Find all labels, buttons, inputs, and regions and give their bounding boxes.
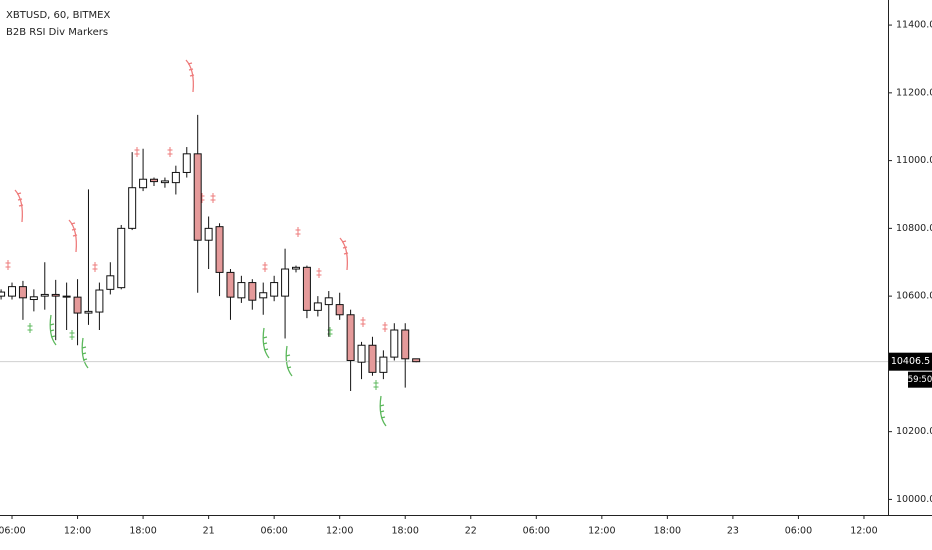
candle-body [182,153,191,173]
y-tick-label: 10200.0 [896,426,932,437]
dagger [210,193,216,203]
x-tick-label: 18:00 [654,526,681,537]
x-tick-label: 21 [203,526,215,537]
x-tick-label: 12:00 [588,526,615,537]
x-tick-label: 12:00 [326,526,353,537]
dagger [316,268,322,278]
signal-markers [14,59,387,427]
candle-body [390,329,399,358]
x-tick-label: 23 [727,526,739,537]
y-tick-label: 10800.0 [896,223,932,234]
candle-body [95,289,104,313]
dagger [27,323,33,333]
x-tick-label: 06:00 [260,526,287,537]
x-tick-label: 06:00 [0,526,26,537]
candle-body [8,286,17,297]
dagger [5,260,11,270]
candle-body [292,266,300,270]
x-tick-label: 18:00 [129,526,156,537]
candle-body [139,178,148,189]
candle-body [248,282,257,301]
candle-body [40,293,49,297]
candle-body [368,344,377,373]
dagger [92,262,98,272]
dagger [382,322,388,332]
candle-body [29,296,38,301]
candle-body [18,286,27,299]
x-tick-label: 12:00 [850,526,877,537]
candle-body [401,329,410,360]
y-tick-label: 11200.0 [896,87,932,98]
candle-body [357,344,366,363]
candle-body [346,314,355,361]
candle-body [412,358,421,363]
candle-body [215,226,224,273]
candle-body [193,153,202,241]
candle-body [150,178,159,183]
candle-body [270,282,279,297]
dagger [373,380,379,390]
dagger [167,147,173,157]
candle-body [128,187,137,229]
candle-body [106,275,115,290]
dagger [134,147,140,157]
candle-body [237,282,246,299]
candle-body [204,227,213,241]
candle-body [160,180,169,184]
candle-body [226,271,235,298]
y-tick-label: 11400.0 [896,20,932,31]
candle-body [335,304,344,316]
bear-marker [185,59,195,93]
dagger [69,330,75,340]
chart-title: XBTUSD, 60, BITMEX [6,10,110,21]
bull-marker [49,314,57,346]
y-tick-label: 10600.0 [896,291,932,302]
bull-marker [379,395,387,427]
candle-body [313,302,322,311]
x-tick-label: 12:00 [64,526,91,537]
bull-marker [262,327,270,359]
candle-body [281,268,290,297]
dagger [295,227,301,237]
bull-marker [285,345,293,377]
candle-body [324,297,333,306]
candle-body [117,227,126,289]
x-tick-label: 22 [465,526,477,537]
candle-body [0,291,6,297]
bear-marker [14,189,24,223]
candle-body [171,171,180,184]
last-price-box [889,352,932,371]
dagger-markers [5,147,388,390]
dagger [360,317,366,327]
bull-marker [81,337,89,369]
x-tick-label: 06:00 [785,526,812,537]
candle-body [62,295,71,298]
y-tick-label: 10000.0 [896,494,932,505]
candle-body [379,356,388,373]
x-tick-label: 06:00 [523,526,550,537]
bear-marker [339,237,349,271]
last-price-label: 10406.5 [891,356,930,367]
dagger [262,262,268,272]
y-tick-label: 11000.0 [896,155,932,166]
bear-marker [68,219,78,253]
candle-body [302,266,311,311]
candle-body [73,296,82,314]
candle-body [51,293,60,297]
x-tick-label: 18:00 [392,526,419,537]
countdown-box [908,371,932,388]
candle-body [84,310,93,314]
countdown-label: 59:50 [908,375,932,385]
indicator-name: B2B RSI Div Markers [6,27,108,38]
candle-body [259,292,268,299]
